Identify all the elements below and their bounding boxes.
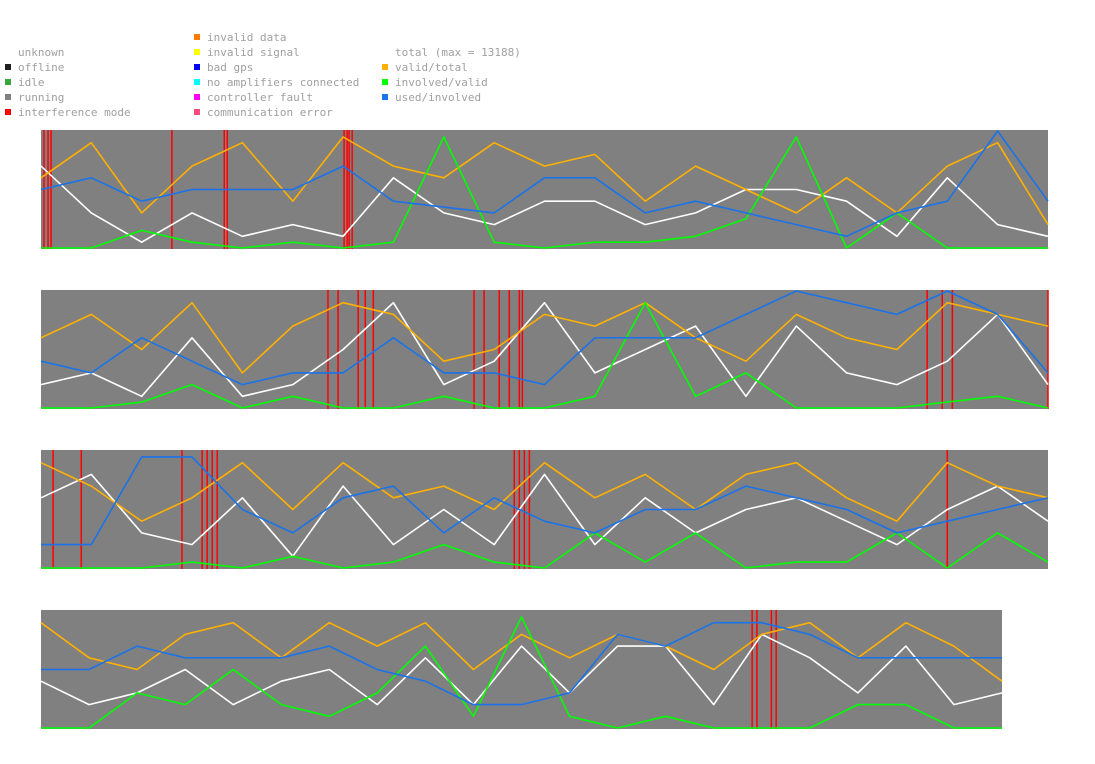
legend-swatch bbox=[194, 109, 200, 115]
legend-label: no amplifiers connected bbox=[207, 76, 360, 89]
legend-label: communication error bbox=[207, 106, 333, 119]
legend-label: involved/valid bbox=[395, 76, 488, 89]
legend-swatch bbox=[5, 94, 11, 100]
legend-label: idle bbox=[18, 76, 45, 89]
series-line-involved-per-valid bbox=[41, 136, 1048, 249]
legend-swatch bbox=[194, 49, 200, 55]
legend-label: valid/total bbox=[395, 61, 468, 74]
series-line-valid-per-total bbox=[40, 621, 1003, 682]
chart-background bbox=[41, 450, 1048, 569]
legend-label: controller fault bbox=[207, 91, 313, 104]
series-line-used-per-involved bbox=[41, 621, 1002, 706]
legend-label: interference mode bbox=[18, 106, 131, 119]
chart-panel-2 bbox=[40, 290, 1049, 409]
legend-label: total (max = 13188) bbox=[395, 46, 521, 59]
series-line-valid-per-total bbox=[40, 136, 1049, 226]
legend-swatch bbox=[194, 34, 200, 40]
series-line-involved-per-valid bbox=[41, 532, 1049, 569]
legend-swatch bbox=[5, 64, 11, 70]
legend-label: bad gps bbox=[207, 61, 254, 74]
series-line-used-per-involved bbox=[40, 290, 1049, 386]
series-line-total bbox=[40, 633, 1003, 706]
legend-label: used/involved bbox=[395, 91, 482, 104]
series-line-valid-per-total bbox=[40, 461, 1049, 523]
legend-label: unknown bbox=[18, 46, 65, 59]
series-line-used-per-involved bbox=[40, 130, 1049, 238]
series-line-used-per-involved bbox=[41, 456, 1049, 546]
chart-panel-3 bbox=[40, 450, 1049, 569]
legend-label: invalid signal bbox=[207, 46, 300, 59]
legend-swatch bbox=[5, 109, 11, 115]
legend-label: offline bbox=[18, 61, 65, 74]
legend-label: running bbox=[18, 91, 65, 104]
legend-swatch bbox=[194, 94, 200, 100]
series-line-total bbox=[40, 301, 1049, 398]
legend-swatch bbox=[382, 79, 388, 85]
legend-swatch bbox=[382, 94, 388, 100]
legend-swatch bbox=[5, 49, 11, 55]
series-line-valid-per-total bbox=[40, 301, 1049, 374]
series-line-total bbox=[40, 473, 1049, 558]
legend-swatch bbox=[5, 79, 11, 85]
legend-swatch bbox=[194, 64, 200, 70]
chart-panel-1 bbox=[40, 130, 1049, 249]
legend-swatch bbox=[382, 64, 388, 70]
series-line-involved-per-valid bbox=[41, 301, 1049, 409]
chart-panel-4 bbox=[40, 610, 1003, 729]
legend-label: invalid data bbox=[207, 31, 287, 44]
series-line-involved-per-valid bbox=[41, 616, 1002, 729]
legend-swatch bbox=[194, 79, 200, 85]
